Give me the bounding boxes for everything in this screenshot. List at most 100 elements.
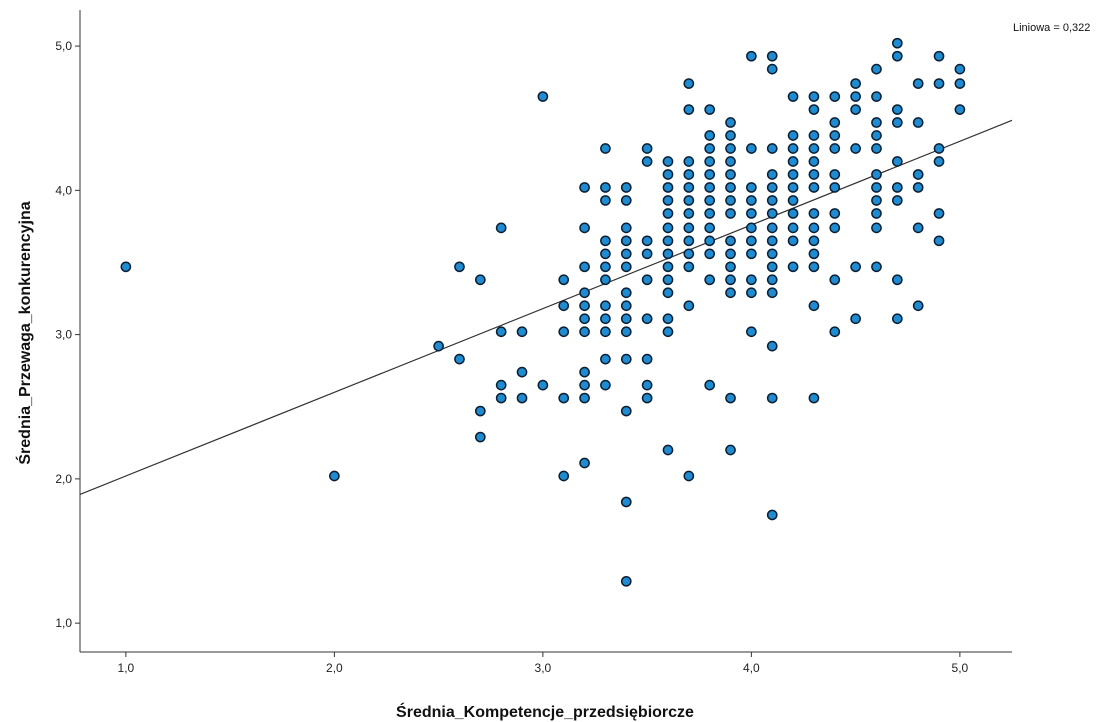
- data-point: [725, 143, 736, 154]
- data-point: [704, 208, 716, 219]
- data-point: [746, 326, 757, 338]
- data-point: [704, 222, 716, 234]
- data-point: [600, 313, 611, 325]
- data-point: [746, 248, 757, 260]
- data-point: [746, 235, 757, 247]
- data-point: [704, 274, 716, 286]
- data-point: [808, 392, 820, 404]
- data-point: [600, 182, 611, 193]
- data-point: [829, 274, 841, 286]
- data-point: [620, 235, 632, 247]
- data-point: [912, 117, 924, 128]
- data-points-layer: [120, 37, 966, 587]
- data-point: [808, 143, 820, 154]
- data-point: [746, 274, 757, 286]
- data-point: [725, 444, 736, 456]
- data-point: [537, 91, 549, 102]
- data-point: [683, 235, 695, 247]
- data-point: [600, 353, 611, 365]
- data-point: [579, 222, 590, 234]
- data-point: [850, 313, 861, 325]
- data-point: [891, 104, 903, 115]
- data-point: [620, 287, 632, 299]
- data-point: [641, 143, 653, 154]
- data-point: [891, 274, 903, 286]
- data-point: [704, 156, 716, 167]
- data-point: [683, 182, 695, 193]
- data-point: [871, 195, 882, 206]
- data-point: [808, 156, 820, 167]
- y-tick-label: 3,0: [55, 328, 72, 342]
- data-point: [766, 235, 778, 247]
- data-point: [808, 91, 820, 102]
- data-point: [641, 379, 653, 391]
- data-point: [766, 274, 778, 286]
- data-point: [871, 208, 882, 219]
- data-point: [829, 117, 841, 128]
- data-point: [933, 235, 945, 247]
- data-point: [600, 261, 611, 273]
- data-point: [829, 182, 841, 193]
- data-point: [891, 50, 903, 62]
- data-point: [641, 274, 653, 286]
- data-point: [891, 313, 903, 325]
- x-tick-label: 4,0: [743, 661, 760, 675]
- data-point: [725, 195, 736, 206]
- data-point: [704, 195, 716, 206]
- data-point: [766, 261, 778, 273]
- data-point: [891, 156, 903, 167]
- data-point: [850, 261, 861, 273]
- data-point: [683, 261, 695, 273]
- data-point: [808, 104, 820, 115]
- data-point: [912, 300, 924, 312]
- data-point: [746, 182, 757, 193]
- data-point: [808, 248, 820, 260]
- data-point: [662, 287, 674, 299]
- data-point: [662, 208, 674, 219]
- data-point: [620, 313, 632, 325]
- data-point: [600, 143, 611, 154]
- data-point: [766, 208, 778, 219]
- data-point: [620, 300, 632, 312]
- data-point: [704, 169, 716, 180]
- data-point: [516, 366, 528, 378]
- data-point: [558, 326, 570, 338]
- data-point: [620, 248, 632, 260]
- data-point: [120, 261, 132, 273]
- data-point: [662, 313, 674, 325]
- data-point: [912, 78, 924, 89]
- data-point: [683, 470, 695, 482]
- data-point: [662, 222, 674, 234]
- data-point: [725, 117, 736, 128]
- data-point: [933, 143, 945, 154]
- x-tick-label: 1,0: [118, 661, 135, 675]
- data-point: [537, 379, 549, 391]
- data-point: [808, 235, 820, 247]
- data-point: [725, 392, 736, 404]
- data-point: [746, 195, 757, 206]
- data-point: [766, 392, 778, 404]
- data-point: [954, 104, 966, 115]
- data-point: [725, 287, 736, 299]
- data-point: [579, 182, 590, 193]
- data-point: [704, 130, 716, 141]
- data-point: [808, 169, 820, 180]
- data-point: [579, 326, 590, 338]
- data-point: [954, 78, 966, 89]
- y-axis-title: Średnia_Przewaga_konkurencyjna: [15, 201, 34, 464]
- data-point: [662, 444, 674, 456]
- x-tick-label: 5,0: [952, 661, 969, 675]
- data-point: [787, 195, 799, 206]
- data-point: [766, 248, 778, 260]
- data-point: [495, 222, 507, 234]
- data-point: [808, 222, 820, 234]
- data-point: [725, 156, 736, 167]
- data-point: [829, 208, 841, 219]
- data-point: [704, 104, 716, 115]
- data-point: [620, 261, 632, 273]
- data-point: [662, 156, 674, 167]
- data-point: [579, 287, 590, 299]
- data-point: [808, 130, 820, 141]
- data-point: [933, 50, 945, 62]
- data-point: [454, 261, 465, 273]
